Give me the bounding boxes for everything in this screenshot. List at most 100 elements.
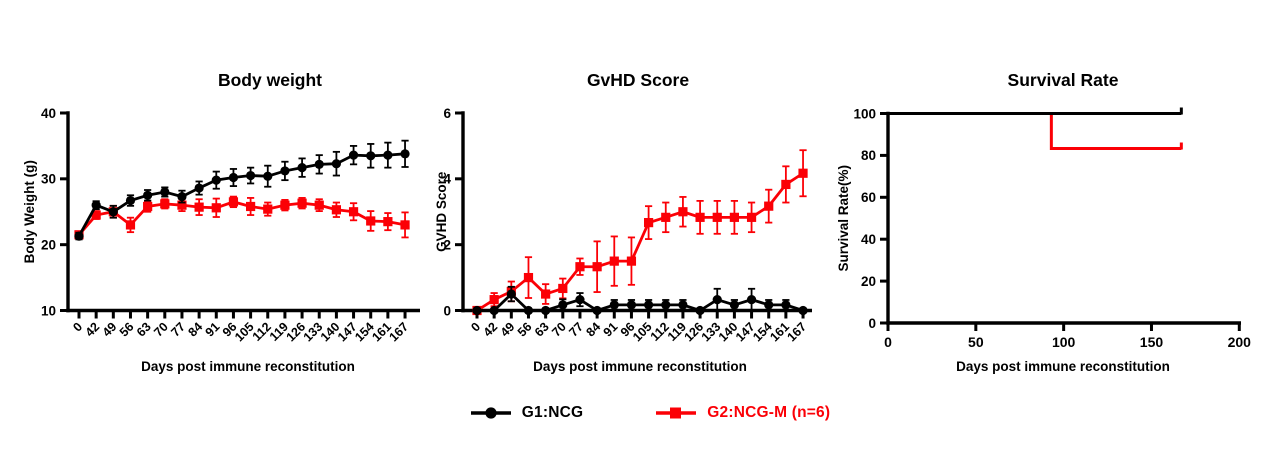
- data-point: [592, 262, 602, 272]
- g1-line-circle-marker-icon: [470, 407, 511, 419]
- data-point: [798, 305, 808, 316]
- data-point: [314, 200, 324, 210]
- x-tick-label: 167: [387, 320, 412, 345]
- data-point: [644, 300, 654, 310]
- survival-line-g2-ncg-m-n-6: [888, 112, 1182, 150]
- data-point: [177, 200, 187, 210]
- y-tick-label: 100: [853, 106, 876, 121]
- x-tick-label: 0: [468, 320, 483, 335]
- chart-title: Survival Rate: [1008, 70, 1119, 90]
- data-point: [746, 212, 757, 222]
- y-tick-label: 2: [443, 237, 451, 252]
- legend-label-g2: G2:NCG-M (n=6): [707, 404, 831, 421]
- y-axis-label: Survival Rate(%): [836, 165, 851, 272]
- data-point: [143, 201, 153, 212]
- survival-series-g1-ncg: [888, 107, 1183, 115]
- data-point: [177, 192, 187, 202]
- data-point: [348, 150, 359, 160]
- survival-rate-plot: Survival Rate Survival Rate(%) Days post i…: [836, 70, 1251, 374]
- data-point: [746, 295, 757, 305]
- y-tick-label: 20: [861, 274, 876, 289]
- data-point: [472, 305, 482, 316]
- data-point: [575, 295, 585, 305]
- data-point: [712, 212, 722, 222]
- data-point: [331, 205, 341, 215]
- x-axis-label: Days post immune reconstitution: [141, 359, 355, 374]
- legend-item-g2-ncg-m: G2:NCG-M (n=6): [655, 404, 830, 422]
- data-point: [523, 272, 534, 283]
- data-point: [798, 168, 808, 178]
- data-point: [74, 231, 84, 241]
- data-point: [661, 300, 671, 310]
- data-point: [541, 305, 551, 316]
- data-point: [558, 283, 568, 294]
- series-g1-ncg: [472, 285, 808, 316]
- y-tick-label: 0: [443, 303, 451, 318]
- x-tick-label: 167: [785, 320, 810, 345]
- data-point: [489, 295, 499, 305]
- data-point: [366, 216, 376, 226]
- data-point: [558, 300, 568, 310]
- chart-title: GvHD Score: [587, 70, 689, 90]
- data-point: [211, 175, 221, 185]
- x-tick-label: 100: [1052, 334, 1076, 350]
- data-point: [609, 300, 619, 310]
- legend-label-g1: G1:NCG: [521, 404, 584, 421]
- data-point: [609, 256, 619, 266]
- data-point: [125, 195, 136, 206]
- data-point: [143, 190, 153, 200]
- data-point: [575, 262, 585, 272]
- data-point: [592, 305, 602, 316]
- data-point: [764, 300, 774, 310]
- survival-series-g2-ncg-m-n-6: [888, 112, 1183, 150]
- x-axis-label: Days post immune reconstitution: [956, 359, 1170, 374]
- survival-rate-chart: Survival Rate Survival Rate(%) Days post i…: [836, 70, 1251, 374]
- data-point: [246, 170, 256, 181]
- data-point: [400, 220, 410, 230]
- data-point: [91, 210, 101, 220]
- y-tick-label: 20: [41, 237, 56, 252]
- data-point: [781, 300, 791, 310]
- x-axis-label: Days post immune reconstitution: [533, 359, 747, 374]
- chart-title: Body weight: [218, 70, 322, 90]
- data-point: [712, 295, 722, 305]
- body-weight-chart: Body weight Body Weight (g) Days post immu…: [22, 70, 420, 374]
- y-tick-label: 6: [443, 106, 451, 121]
- x-tick-label: 0: [70, 320, 85, 335]
- data-point: [523, 305, 534, 316]
- data-point: [297, 198, 307, 208]
- data-point: [194, 183, 204, 193]
- data-point: [678, 207, 688, 217]
- y-tick-label: 0: [868, 316, 876, 331]
- data-point: [489, 305, 499, 316]
- data-point: [781, 179, 791, 190]
- legend-item-g1-ncg: G1:NCG: [470, 404, 583, 422]
- data-point: [729, 300, 739, 310]
- data-point: [626, 256, 637, 266]
- data-point: [108, 207, 118, 217]
- y-tick-label: 60: [861, 190, 876, 205]
- gvhd-score-chart: GvHD Score GVHD Score Days post immune rec…: [434, 70, 812, 374]
- y-tick-label: 4: [443, 172, 451, 187]
- data-point: [695, 212, 705, 222]
- data-point: [211, 203, 221, 213]
- data-point: [383, 150, 393, 160]
- x-tick-label: 150: [1140, 334, 1164, 350]
- data-point: [160, 187, 170, 197]
- data-point: [160, 199, 170, 209]
- g2-line-square-marker-icon: [656, 407, 697, 419]
- data-point: [194, 202, 204, 212]
- data-point: [400, 149, 410, 159]
- data-point: [246, 201, 256, 212]
- y-axis-label: Body Weight (g): [22, 160, 37, 263]
- body-weight-plot: Body weight Body Weight (g) Days post immu…: [22, 70, 420, 374]
- data-point: [541, 289, 551, 299]
- data-point: [764, 201, 774, 211]
- x-tick-label: 50: [968, 334, 984, 350]
- y-axis-label: GVHD Score: [434, 171, 449, 252]
- y-tick-label: 40: [861, 232, 876, 247]
- gvhd-score-plot: GvHD Score GVHD Score Days post immune rec…: [434, 70, 812, 374]
- data-point: [366, 151, 376, 161]
- y-tick-label: 80: [861, 148, 876, 163]
